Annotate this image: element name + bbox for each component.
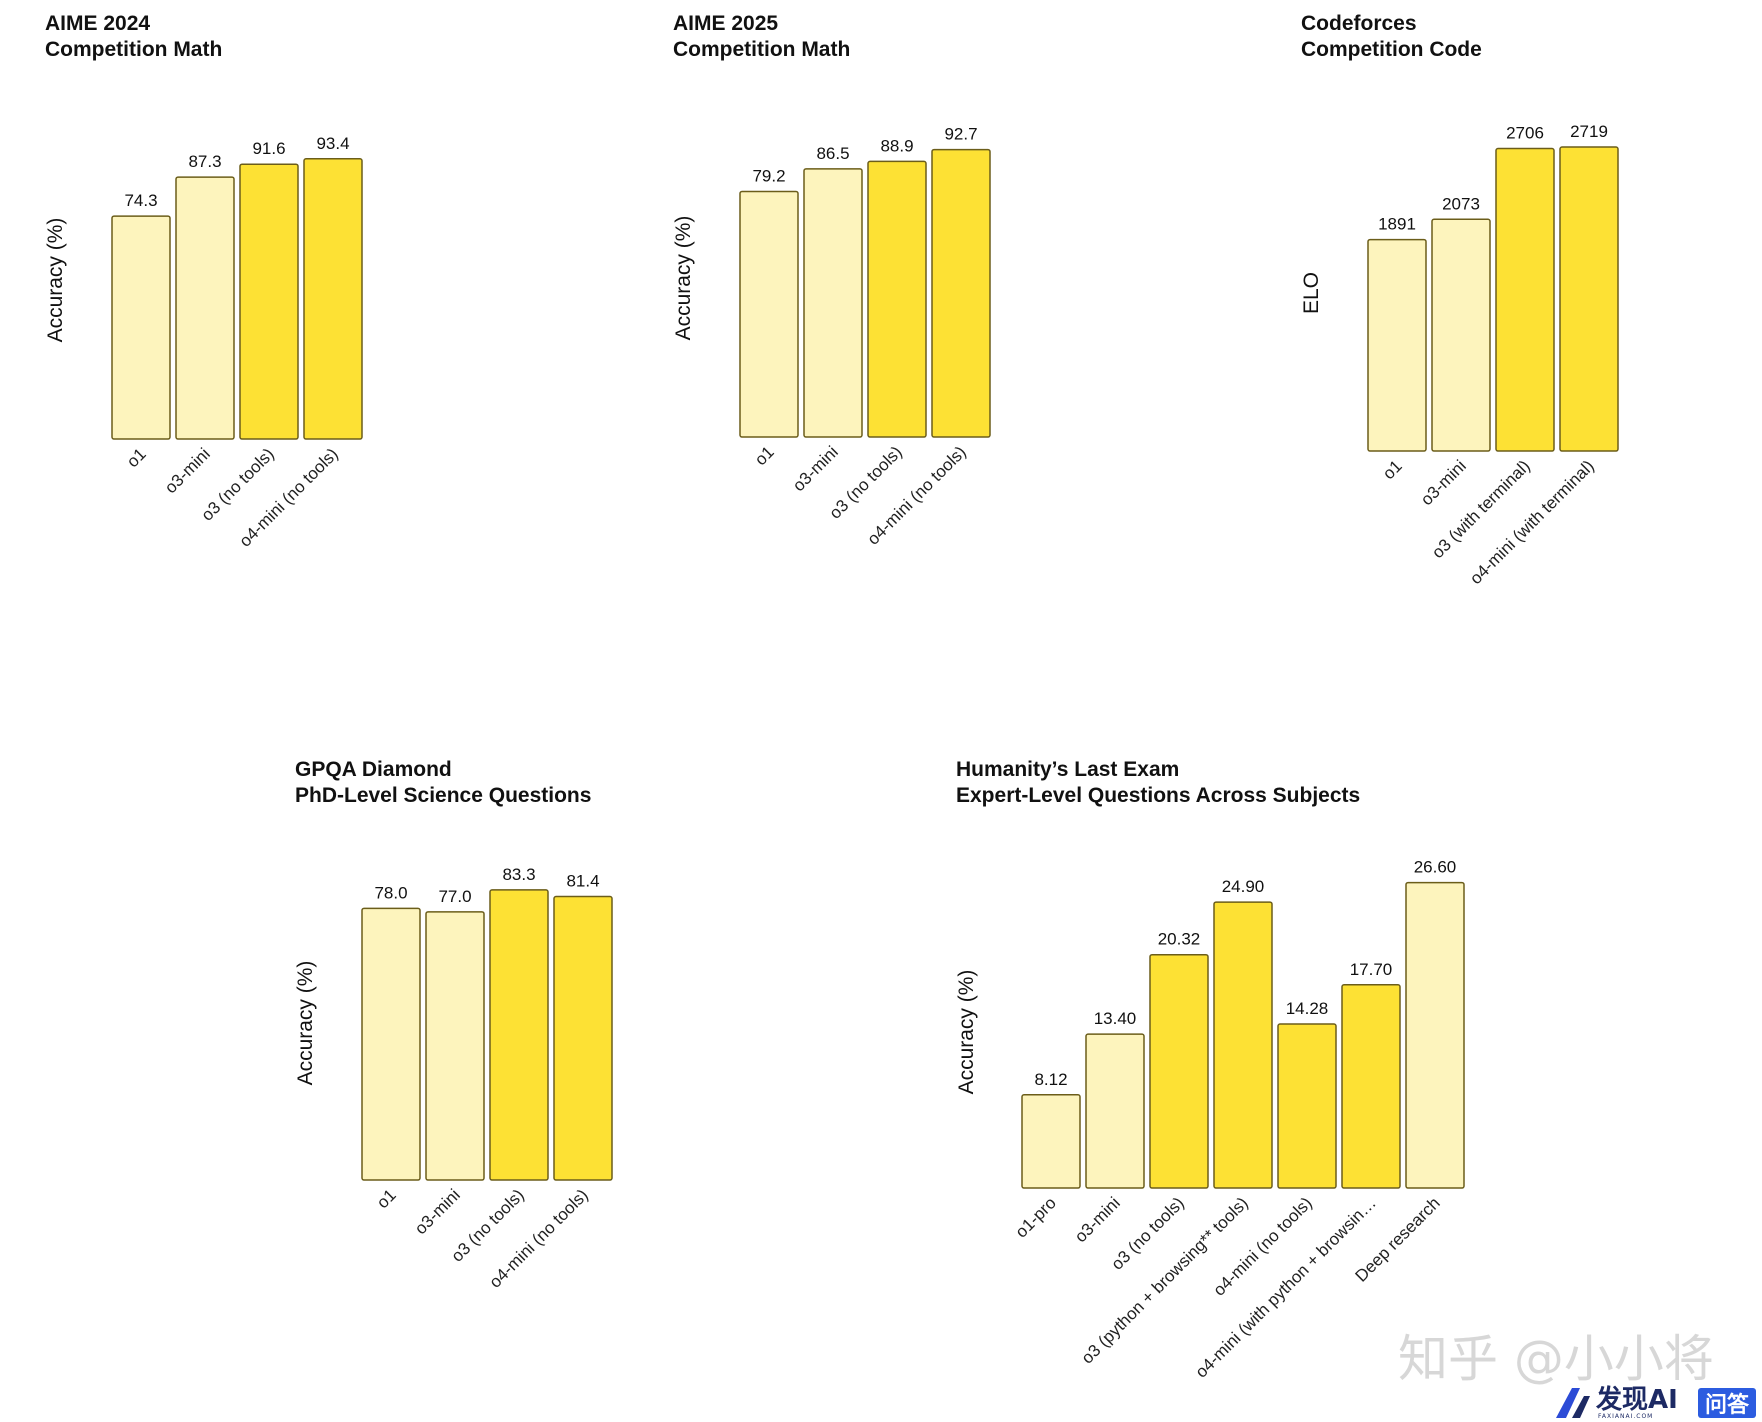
data-label: 92.7 <box>944 125 977 144</box>
bar <box>489 889 549 1181</box>
chart-subtitle: PhD-Level Science Questions <box>295 784 591 807</box>
chart-title: AIME 2025 <box>673 12 778 35</box>
bar <box>111 215 171 440</box>
y-axis-label: Accuracy (%) <box>955 970 978 1095</box>
data-label: 17.70 <box>1350 960 1393 979</box>
chart-title: AIME 2024 <box>45 12 150 35</box>
category-label: o4-mini (with terminal) <box>1466 456 1598 588</box>
bar <box>739 190 799 438</box>
chart-subtitle: Competition Math <box>673 38 850 61</box>
y-axis-label: ELO <box>1300 272 1323 314</box>
category-label: o3-mini <box>1417 456 1470 509</box>
data-label: 26.60 <box>1414 858 1457 877</box>
chart-subtitle: Competition Code <box>1301 38 1482 61</box>
bar <box>1559 146 1619 452</box>
data-label: 86.5 <box>816 144 849 163</box>
category-label: o3-mini <box>411 1185 464 1238</box>
data-label: 24.90 <box>1222 877 1265 896</box>
data-label: 20.32 <box>1158 930 1201 949</box>
data-label: 14.28 <box>1286 999 1329 1018</box>
data-label: 79.2 <box>752 166 785 185</box>
bar <box>1431 218 1491 452</box>
bar <box>931 148 991 438</box>
data-label: 2073 <box>1442 194 1480 213</box>
category-label: o3-mini <box>161 444 214 497</box>
chart-aime-2025: AIME 2025 Competition Math Accuracy (%) … <box>672 12 991 549</box>
bar <box>1021 1094 1081 1189</box>
bar <box>1277 1023 1337 1189</box>
chart-humanitys-last-exam: Humanity’s Last Exam Expert-Level Questi… <box>955 758 1465 1382</box>
category-label: o1 <box>373 1185 400 1212</box>
bar <box>361 907 421 1181</box>
category-label: o3-mini <box>1071 1193 1124 1246</box>
data-label: 81.4 <box>566 872 599 891</box>
chart-codeforces: Codeforces Competition Code ELO 1891 o1 20… <box>1300 12 1619 588</box>
bar <box>1213 901 1273 1189</box>
bar <box>175 176 235 440</box>
data-label: 13.40 <box>1094 1009 1137 1028</box>
chart-gpqa-diamond: GPQA Diamond PhD-Level Science Questions… <box>294 758 613 1292</box>
brand-logo: 发现AI FAXIANAI.COM 问答 <box>1556 1384 1756 1420</box>
data-label: 88.9 <box>880 136 913 155</box>
bar <box>1341 984 1401 1189</box>
bar <box>867 160 927 438</box>
data-label: 74.3 <box>124 191 157 210</box>
chart-aime-2024: AIME 2024 Competition Math Accuracy (%) … <box>44 12 363 551</box>
bar <box>1405 881 1465 1189</box>
data-label: 91.6 <box>252 139 285 158</box>
brand-name: 发现AI <box>1595 1384 1678 1415</box>
bar <box>239 163 299 440</box>
data-label: 2706 <box>1506 124 1544 143</box>
data-label: 1891 <box>1378 215 1416 234</box>
watermark-text: 知乎 @小小将 <box>1398 1330 1714 1388</box>
bar <box>1495 147 1555 452</box>
data-label: 8.12 <box>1034 1070 1067 1089</box>
bar <box>303 158 363 440</box>
y-axis-label: Accuracy (%) <box>44 218 67 343</box>
bar <box>425 911 485 1181</box>
chart-title: Humanity’s Last Exam <box>956 758 1179 781</box>
brand-logo-icon <box>1556 1388 1580 1418</box>
data-label: 83.3 <box>502 865 535 884</box>
y-axis-label: Accuracy (%) <box>294 961 317 1086</box>
bar <box>803 168 863 438</box>
data-label: 77.0 <box>438 887 471 906</box>
bar <box>1085 1033 1145 1189</box>
y-axis-label: Accuracy (%) <box>672 216 695 341</box>
category-label: o1 <box>123 444 150 471</box>
data-label: 87.3 <box>188 152 221 171</box>
data-label: 93.4 <box>316 134 349 153</box>
chart-title: Codeforces <box>1301 12 1417 35</box>
watermark: 知乎 @小小将 发现AI FAXIANAI.COM 问答 <box>1398 1330 1756 1420</box>
chart-subtitle: Competition Math <box>45 38 222 61</box>
chart-subtitle: Expert-Level Questions Across Subjects <box>956 784 1360 807</box>
brand-sub: FAXIANAI.COM <box>1598 1413 1653 1420</box>
data-label: 2719 <box>1570 122 1608 141</box>
category-label: o3-mini <box>789 442 842 495</box>
qa-badge <box>1698 1388 1756 1418</box>
category-label: o1 <box>751 442 778 469</box>
qa-badge-label: 问答 <box>1705 1392 1750 1418</box>
bar <box>1367 238 1427 452</box>
data-label: 78.0 <box>374 883 407 902</box>
category-label: o1 <box>1379 456 1406 483</box>
bar <box>553 895 613 1181</box>
bar <box>1149 953 1209 1189</box>
category-label: o1-pro <box>1012 1193 1060 1241</box>
chart-title: GPQA Diamond <box>295 758 452 781</box>
